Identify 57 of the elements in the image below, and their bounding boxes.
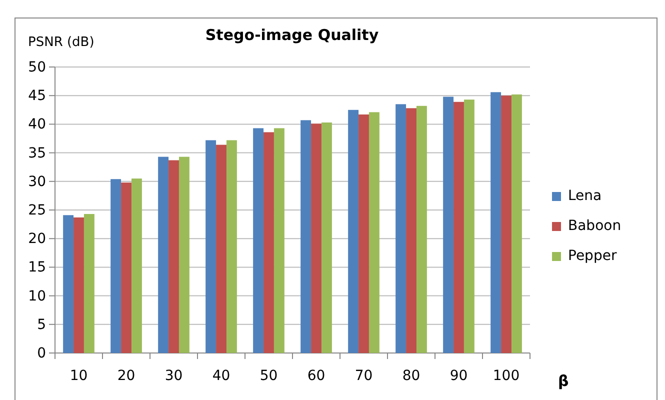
bar: [368, 112, 380, 353]
x-tick-label: 10: [70, 368, 88, 384]
bar: [110, 179, 122, 353]
bar: [226, 140, 237, 353]
bar: [264, 132, 274, 353]
chart-title: Stego-image Quality: [205, 26, 379, 44]
y-tick-label: 10: [28, 288, 46, 304]
legend-label: Pepper: [568, 248, 617, 264]
x-tick-label: 20: [117, 368, 136, 384]
bar: [490, 92, 502, 353]
x-tick-label: 60: [307, 368, 326, 384]
y-tick-label: 40: [28, 116, 46, 133]
bar: [168, 160, 179, 353]
y-tick-label: 20: [28, 231, 46, 248]
x-tick-label: 50: [260, 368, 278, 384]
bar: [63, 215, 74, 353]
y-tick-label: 45: [28, 88, 46, 104]
bar: [74, 217, 84, 353]
bar: [454, 102, 464, 353]
bar: [216, 144, 226, 353]
y-tick-label: 50: [28, 59, 46, 76]
bar: [348, 110, 359, 353]
y-axis-title: PSNR (dB): [28, 35, 94, 50]
x-tick-label: 90: [450, 368, 468, 384]
bar: [300, 120, 312, 353]
bar: [358, 114, 369, 353]
y-tick-label: 25: [28, 202, 46, 218]
bar: [511, 94, 522, 353]
x-tick-label: 70: [354, 368, 373, 384]
y-tick-label: 5: [37, 316, 46, 333]
y-tick-label: 0: [37, 345, 46, 362]
x-tick-label: 100: [492, 368, 520, 384]
legend-label: Baboon: [568, 218, 622, 234]
bar: [131, 178, 142, 353]
x-axis-title: β: [558, 372, 569, 390]
bar: [396, 104, 406, 353]
bar: [158, 156, 169, 353]
bar: [121, 182, 132, 353]
bar: [274, 128, 284, 353]
bar: [464, 100, 474, 353]
bar: [406, 108, 416, 353]
bar: [206, 140, 216, 353]
y-tick-label: 35: [28, 145, 46, 162]
bar: [311, 124, 322, 353]
x-tick-label: 80: [402, 368, 420, 384]
y-tick-label: 15: [28, 260, 46, 276]
bar: [84, 214, 94, 353]
legend-label: Lena: [568, 188, 602, 204]
bar: [501, 96, 512, 353]
y-tick-label: 30: [28, 174, 46, 190]
x-tick-label: 40: [212, 368, 230, 384]
bar: [253, 128, 264, 353]
x-tick-label: 30: [164, 368, 183, 384]
bar: [443, 96, 454, 353]
bar: [178, 156, 190, 353]
bar: [416, 106, 427, 353]
bar: [321, 122, 332, 353]
